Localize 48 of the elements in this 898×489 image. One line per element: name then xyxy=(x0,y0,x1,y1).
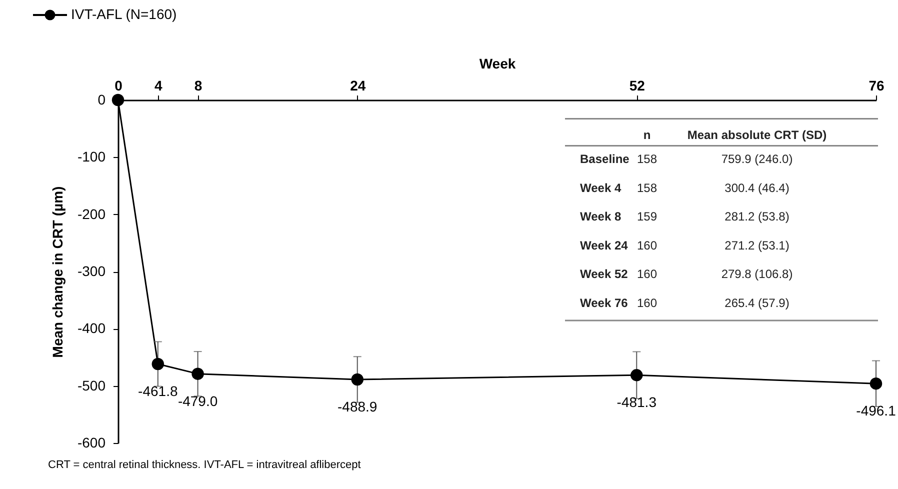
annotation: 271.2 (53.1) xyxy=(724,238,790,252)
annotation: 160 xyxy=(636,296,658,310)
annotation: 265.4 (57.9) xyxy=(724,296,790,310)
point xyxy=(870,377,882,390)
y-tick-label: 0 xyxy=(98,92,106,108)
y-tick-label: -400 xyxy=(77,320,106,336)
annotation: Mean absolute CRT (SD) xyxy=(687,128,827,142)
y-axis-title: Mean change in CRT (µm) xyxy=(49,186,66,358)
annotation: 300.4 (46.4) xyxy=(724,180,790,195)
point xyxy=(112,94,124,106)
annotation: 159 xyxy=(636,210,658,224)
data-label: -488.9 xyxy=(338,398,378,414)
point xyxy=(351,373,364,386)
x-tick-label: 76 xyxy=(868,78,884,94)
data-label: -461.8 xyxy=(138,382,178,399)
data-label: -481.3 xyxy=(616,394,657,410)
annotation: 160 xyxy=(636,238,658,252)
annotation: Week 8 xyxy=(580,210,622,224)
annotation: 759.9 (246.0) xyxy=(721,152,793,166)
data-label: -496.1 xyxy=(856,402,896,419)
data-label: -479.0 xyxy=(178,392,218,409)
annotation: 160 xyxy=(636,267,658,282)
y-tick-label: -100 xyxy=(77,148,106,165)
y-tick-label: -600 xyxy=(77,434,106,450)
x-axis-title: Week xyxy=(479,56,516,72)
y-tick-label: -300 xyxy=(77,263,106,279)
legend-label: IVT-AFL (N=160) xyxy=(71,6,177,22)
y-tick-label: -200 xyxy=(77,206,106,222)
annotation: Week 24 xyxy=(580,238,628,252)
text: CRT = central retinal thickness. IVT-AFL = intravitreal aflibercept xyxy=(48,459,361,471)
annotation: Week 76 xyxy=(580,296,628,310)
x-tick-label: 0 xyxy=(114,78,123,94)
x-tick-label: 52 xyxy=(629,78,646,94)
annotation: n xyxy=(643,128,651,142)
x-tick-label: 4 xyxy=(154,78,162,94)
annotation: 281.2 (53.8) xyxy=(724,210,790,224)
annotation: 158 xyxy=(636,180,658,195)
point xyxy=(630,369,643,382)
x-tick-label: 8 xyxy=(194,78,202,94)
x-tick-label: 24 xyxy=(350,78,366,94)
point xyxy=(192,368,204,380)
annotation: 158 xyxy=(636,152,658,166)
annotation: Week 4 xyxy=(580,180,622,195)
annotation: Baseline xyxy=(580,152,630,166)
annotation: Week 52 xyxy=(580,267,628,282)
annotation: 279.8 (106.8) xyxy=(721,267,793,282)
y-tick-label: -500 xyxy=(77,377,106,394)
point xyxy=(152,358,164,370)
